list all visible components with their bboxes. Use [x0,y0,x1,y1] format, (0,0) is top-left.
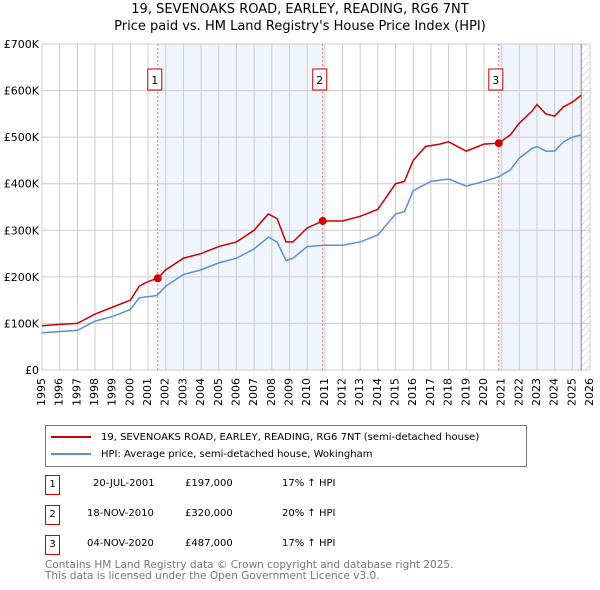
x-tick-label: 2011 [318,378,331,406]
x-tick-label: 2013 [353,378,366,406]
sale-date: 20-JUL-2001 [93,478,155,489]
y-tick-label: £0 [25,364,39,377]
x-tick-label: 2024 [548,378,561,406]
sale-label: 1 [151,74,158,87]
legend: 19, SEVENOAKS ROAD, EARLEY, READING, RG6… [45,425,527,467]
x-tick-label: 2003 [176,378,189,406]
sale-point [494,139,503,148]
x-tick-label: 2010 [300,378,313,406]
y-tick-label: £100K [4,317,40,330]
x-tick-label: 2019 [459,378,472,406]
sale-label: 3 [492,74,499,87]
x-tick-label: 2012 [336,378,349,406]
y-tick-label: £200K [4,271,40,284]
series-line [41,134,582,334]
sale-marker: 3 [45,535,60,555]
legend-swatch [51,436,91,438]
sale-hpi: 20% ↑ HPI [282,508,336,519]
x-tick-label: 2023 [530,378,543,406]
x-tick-label: 2020 [477,378,490,406]
sale-label-box [488,68,504,91]
sale-price: £487,000 [185,538,233,549]
price-chart: 1995 1996 1997 1998 1999 2000 2001 2002 2003 2004… [4,38,596,406]
x-tick-label: 2004 [194,378,207,406]
chart-subtitle: Price paid vs. HM Land Registry's House … [114,19,486,34]
x-tick-label: 2016 [406,378,419,406]
copyright-text: Contains HM Land Registry data © Crown c… [45,559,454,571]
y-tick-label: £700K [4,38,40,51]
x-tick-label: 2017 [424,378,437,406]
x-tick-label: 1999 [106,378,119,406]
legend-item-hpi: HPI: Average price, semi-detached house,… [46,446,372,462]
y-tick-label: £400K [4,178,40,191]
chart-title: 19, SEVENOAKS ROAD, EARLEY, READING, RG6… [131,2,469,17]
legend-swatch [51,453,91,455]
x-tick-label: 2008 [265,378,278,406]
x-tick-label: 2025 [565,378,578,406]
sale-price: £320,000 [185,508,233,519]
x-tick-label: 2002 [159,378,172,406]
sale-date: 18-NOV-2010 [87,508,154,519]
x-tick-label: 2026 [583,378,596,406]
sale-marker: 1 [45,475,60,495]
x-tick-label: 2015 [389,378,402,406]
y-tick-label: £300K [4,224,40,237]
x-tick-label: 2006 [229,378,242,406]
sale-point [153,274,162,283]
sale-row: 3 04-NOV-2020 £487,000 17% ↑ HPI [45,535,545,555]
sale-label: 2 [316,74,323,87]
sale-price: £197,000 [185,478,233,489]
sale-hpi: 17% ↑ HPI [282,538,336,549]
y-tick-label: £500K [4,131,40,144]
x-tick-label: 2022 [512,378,525,406]
x-tick-label: 2000 [123,378,136,406]
legend-label: 19, SEVENOAKS ROAD, EARLEY, READING, RG6… [101,431,480,443]
sale-label-box [147,68,163,91]
sale-marker: 2 [45,505,60,525]
x-tick-label: 2009 [282,378,295,406]
sale-point [318,216,327,225]
legend-item-property: 19, SEVENOAKS ROAD, EARLEY, READING, RG6… [46,429,479,445]
x-tick-label: 2014 [371,378,384,406]
sale-hpi: 17% ↑ HPI [282,478,336,489]
shaded-period [157,44,323,370]
x-tick-label: 2018 [442,378,455,406]
sale-row: 1 20-JUL-2001 £197,000 17% ↑ HPI [45,475,545,495]
footer: Contains HM Land Registry data © Crown c… [45,560,453,582]
x-tick-label: 2001 [141,378,154,406]
sale-row: 2 18-NOV-2010 £320,000 20% ↑ HPI [45,505,545,525]
shaded-period [498,44,582,370]
legend-label: HPI: Average price, semi-detached house,… [101,448,373,460]
sale-date: 04-NOV-2020 [87,538,154,549]
x-tick-label: 2007 [247,378,260,406]
x-tick-label: 1997 [70,378,83,406]
x-tick-label: 1996 [53,378,66,406]
sale-label-box [312,68,328,91]
x-tick-label: 2005 [212,378,225,406]
x-tick-label: 1995 [35,378,48,406]
projection-hatch [581,44,590,370]
x-tick-label: 1998 [88,378,101,406]
licence-text: This data is licensed under the Open Gov… [45,570,380,582]
x-tick-label: 2021 [495,378,508,406]
y-tick-label: £600K [4,85,40,98]
series-line [41,94,582,327]
